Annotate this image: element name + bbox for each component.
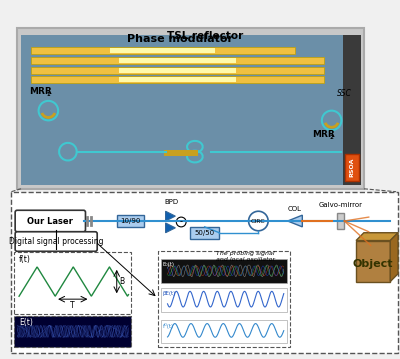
FancyBboxPatch shape — [119, 67, 236, 73]
Text: TSL reflector: TSL reflector — [166, 31, 243, 41]
Text: 50/50: 50/50 — [194, 230, 215, 236]
Text: MRR: MRR — [29, 87, 52, 95]
Text: 10/90: 10/90 — [120, 218, 140, 224]
Circle shape — [248, 211, 268, 231]
FancyBboxPatch shape — [14, 316, 131, 347]
Text: Phase modulator: Phase modulator — [127, 34, 233, 44]
FancyBboxPatch shape — [119, 78, 236, 82]
FancyBboxPatch shape — [17, 28, 364, 189]
Text: Object: Object — [352, 259, 393, 269]
FancyBboxPatch shape — [11, 192, 398, 353]
Text: CIRC: CIRC — [251, 219, 266, 224]
Text: MRR: MRR — [312, 130, 335, 139]
Polygon shape — [288, 215, 302, 227]
FancyBboxPatch shape — [161, 288, 287, 312]
FancyBboxPatch shape — [343, 36, 361, 185]
Text: fᴼ(t): fᴼ(t) — [163, 323, 174, 328]
Text: COL: COL — [288, 206, 302, 212]
Polygon shape — [356, 241, 390, 281]
Text: E(t): E(t) — [19, 318, 33, 327]
Text: BPD: BPD — [164, 199, 178, 205]
FancyBboxPatch shape — [15, 210, 86, 232]
FancyBboxPatch shape — [161, 320, 287, 343]
FancyBboxPatch shape — [345, 154, 359, 181]
Text: B: B — [120, 277, 125, 286]
Circle shape — [176, 217, 186, 227]
Polygon shape — [166, 211, 175, 221]
FancyBboxPatch shape — [31, 57, 324, 64]
Text: Galvo-mirror: Galvo-mirror — [318, 202, 362, 208]
Text: SSC: SSC — [336, 89, 351, 98]
Text: RSOA: RSOA — [350, 158, 355, 177]
FancyBboxPatch shape — [15, 232, 97, 251]
Text: ₂: ₂ — [330, 131, 334, 140]
Text: f(t): f(t) — [19, 255, 31, 264]
FancyBboxPatch shape — [21, 36, 343, 185]
FancyBboxPatch shape — [14, 252, 131, 314]
FancyBboxPatch shape — [161, 259, 287, 283]
FancyBboxPatch shape — [117, 215, 144, 227]
Text: T: T — [70, 301, 75, 310]
FancyBboxPatch shape — [164, 150, 198, 155]
FancyBboxPatch shape — [31, 47, 294, 54]
Polygon shape — [356, 233, 398, 241]
Text: E₀(t): E₀(t) — [163, 262, 175, 267]
FancyBboxPatch shape — [31, 76, 324, 83]
FancyBboxPatch shape — [31, 67, 324, 74]
FancyBboxPatch shape — [119, 58, 236, 63]
Text: Digital signal processing: Digital signal processing — [9, 237, 104, 246]
FancyBboxPatch shape — [190, 227, 219, 239]
Text: The probing signal
and local oscillator: The probing signal and local oscillator — [216, 251, 276, 262]
Text: Our Laser: Our Laser — [27, 216, 73, 225]
Text: βE(t): βE(t) — [163, 292, 176, 296]
Text: -: - — [180, 218, 183, 227]
FancyBboxPatch shape — [110, 48, 215, 53]
Polygon shape — [390, 233, 398, 281]
FancyBboxPatch shape — [158, 251, 290, 347]
FancyBboxPatch shape — [336, 213, 344, 229]
Text: ₁: ₁ — [46, 89, 50, 98]
Polygon shape — [166, 223, 175, 233]
